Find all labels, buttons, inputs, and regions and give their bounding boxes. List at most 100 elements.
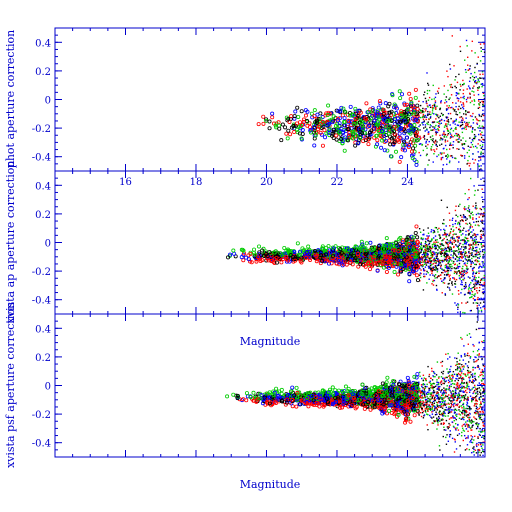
data-point	[476, 122, 478, 124]
data-point	[476, 119, 478, 121]
data-point	[473, 276, 476, 279]
data-point	[366, 142, 371, 147]
data-point	[443, 277, 446, 279]
data-point	[382, 133, 387, 138]
data-point	[459, 214, 462, 217]
data-point	[249, 260, 254, 265]
data-point	[429, 116, 432, 118]
data-point	[460, 116, 463, 118]
data-point	[472, 127, 474, 129]
data-point	[483, 347, 485, 349]
data-point	[429, 265, 432, 267]
data-point	[430, 146, 433, 148]
data-point	[432, 280, 434, 283]
data-point	[481, 169, 483, 171]
data-point	[433, 251, 435, 253]
y-tick-label: -0.4	[32, 153, 51, 164]
data-point	[474, 234, 476, 236]
data-point	[482, 104, 485, 107]
data-point	[471, 50, 473, 52]
data-point	[292, 130, 297, 135]
data-point	[420, 137, 422, 139]
data-point	[299, 136, 304, 141]
data-point	[465, 285, 467, 288]
data-point	[443, 133, 446, 136]
data-point	[353, 106, 358, 111]
data-point	[463, 241, 466, 244]
data-point	[424, 391, 426, 393]
data-point	[462, 256, 465, 258]
data-point	[437, 154, 440, 156]
data-point	[446, 254, 448, 257]
data-point	[432, 84, 434, 87]
data-point	[318, 255, 323, 260]
data-point	[460, 230, 462, 233]
data-point	[442, 239, 444, 241]
data-point	[471, 90, 473, 92]
data-point	[410, 269, 415, 274]
data-point	[472, 87, 474, 89]
data-point	[440, 259, 442, 262]
data-point	[436, 228, 439, 231]
data-point	[457, 141, 460, 143]
data-point	[451, 373, 454, 376]
data-point	[421, 259, 424, 261]
data-point	[423, 263, 426, 266]
data-point	[413, 230, 418, 235]
data-point	[465, 122, 467, 125]
data-point	[471, 260, 474, 263]
data-point	[426, 105, 429, 107]
data-point	[480, 50, 483, 52]
data-point	[480, 284, 483, 286]
data-point	[452, 223, 454, 226]
data-point	[474, 52, 476, 54]
data-point	[473, 345, 475, 347]
data-point	[432, 375, 435, 378]
data-point	[469, 162, 471, 165]
data-point	[396, 249, 401, 254]
data-point	[462, 127, 464, 129]
data-point	[454, 271, 457, 274]
data-point	[438, 116, 440, 119]
data-point	[476, 123, 479, 125]
data-point	[424, 250, 427, 253]
data-point	[479, 133, 482, 135]
data-point	[447, 266, 450, 269]
data-point	[422, 149, 425, 152]
data-point	[394, 126, 399, 131]
data-point	[451, 265, 453, 268]
data-point	[471, 287, 474, 289]
data-point	[466, 163, 468, 165]
data-point	[436, 145, 438, 148]
data-point	[480, 213, 482, 216]
data-point	[358, 253, 363, 258]
data-point	[449, 137, 452, 139]
data-point	[473, 136, 476, 138]
data-point	[447, 132, 450, 135]
data-point	[425, 145, 427, 147]
data-point	[465, 126, 467, 128]
data-point	[455, 226, 458, 229]
data-point	[474, 250, 477, 252]
data-point	[478, 433, 481, 436]
data-point	[462, 89, 465, 91]
data-point	[456, 223, 459, 225]
data-point	[423, 252, 425, 254]
data-point	[429, 136, 432, 138]
data-point	[418, 125, 420, 128]
data-point	[467, 416, 469, 419]
y-tick-label: 0	[45, 239, 51, 250]
data-point	[347, 248, 352, 253]
data-point	[467, 69, 470, 71]
data-point	[428, 257, 430, 260]
data-point	[440, 229, 442, 231]
data-point	[457, 239, 459, 241]
data-point	[446, 125, 448, 127]
data-point	[465, 375, 467, 377]
data-point	[429, 247, 432, 249]
data-point	[418, 262, 421, 264]
data-point	[466, 269, 468, 271]
data-point	[431, 135, 434, 137]
data-point	[482, 261, 484, 263]
data-point	[377, 99, 382, 104]
